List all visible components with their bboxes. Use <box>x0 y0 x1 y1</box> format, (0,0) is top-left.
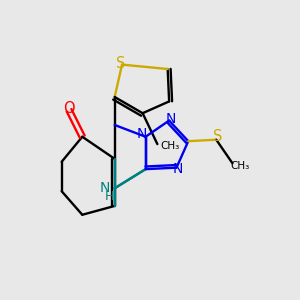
Text: N: N <box>165 112 176 126</box>
Text: N: N <box>99 181 110 195</box>
Text: H: H <box>105 190 114 203</box>
Text: N: N <box>173 162 183 176</box>
Text: S: S <box>213 129 222 144</box>
Text: N: N <box>137 127 147 141</box>
Text: S: S <box>116 56 125 70</box>
Text: CH₃: CH₃ <box>230 161 249 171</box>
Text: O: O <box>63 101 75 116</box>
Text: CH₃: CH₃ <box>160 141 179 151</box>
